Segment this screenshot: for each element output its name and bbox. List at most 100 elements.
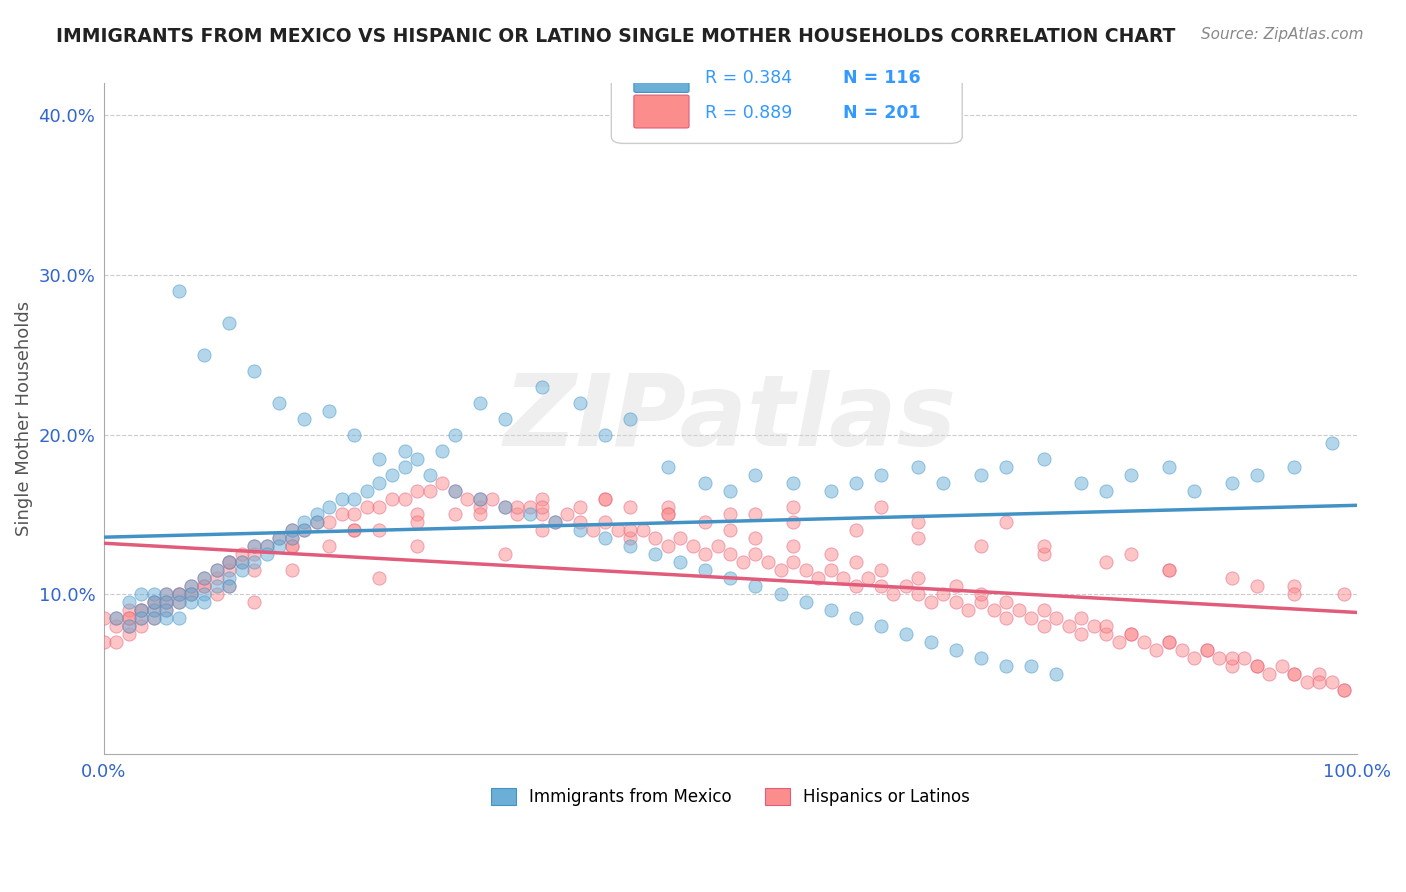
Point — [1220, 651, 1243, 665]
Point — [468, 395, 491, 409]
Point — [1032, 619, 1054, 633]
Point — [581, 524, 603, 538]
Point — [430, 443, 453, 458]
Point — [281, 540, 304, 554]
Point — [318, 500, 340, 514]
Text: Source: ZipAtlas.com: Source: ZipAtlas.com — [1201, 27, 1364, 42]
Point — [945, 579, 967, 593]
Point — [105, 635, 128, 649]
Point — [619, 524, 641, 538]
Point — [782, 556, 804, 570]
Point — [782, 516, 804, 530]
Point — [406, 483, 429, 498]
Point — [118, 619, 141, 633]
Point — [180, 579, 202, 593]
Point — [1083, 619, 1105, 633]
Point — [695, 548, 717, 562]
Text: R = 0.384: R = 0.384 — [706, 69, 793, 87]
Point — [281, 540, 304, 554]
Point — [167, 587, 190, 601]
Point — [932, 475, 955, 490]
Point — [193, 348, 215, 362]
Point — [243, 563, 266, 577]
Point — [731, 556, 754, 570]
Point — [193, 571, 215, 585]
Point — [1308, 675, 1330, 690]
Point — [1195, 643, 1218, 657]
Point — [894, 627, 917, 641]
Point — [269, 540, 291, 554]
Point — [1070, 475, 1092, 490]
Point — [1121, 467, 1143, 482]
Point — [443, 483, 465, 498]
Point — [858, 571, 880, 585]
Point — [970, 540, 993, 554]
Point — [419, 483, 441, 498]
Point — [155, 595, 177, 609]
Point — [281, 532, 304, 546]
Point — [657, 508, 679, 522]
Point — [1095, 619, 1118, 633]
Point — [131, 603, 153, 617]
Point — [557, 508, 579, 522]
Point — [1157, 459, 1180, 474]
Point — [368, 475, 391, 490]
Point — [343, 508, 366, 522]
Point — [1095, 627, 1118, 641]
Point — [1284, 667, 1306, 681]
Point — [494, 500, 516, 514]
Point — [695, 563, 717, 577]
Point — [430, 475, 453, 490]
Point — [142, 595, 165, 609]
Point — [1320, 675, 1343, 690]
Point — [118, 603, 141, 617]
Point — [343, 491, 366, 506]
Point — [744, 548, 766, 562]
Point — [142, 603, 165, 617]
Point — [1121, 627, 1143, 641]
Point — [1045, 611, 1067, 625]
Point — [243, 548, 266, 562]
Point — [869, 467, 891, 482]
Point — [494, 411, 516, 425]
Point — [142, 595, 165, 609]
Point — [845, 611, 868, 625]
Point — [1032, 548, 1054, 562]
Point — [142, 611, 165, 625]
Point — [468, 491, 491, 506]
Point — [593, 491, 616, 506]
Point — [1170, 643, 1192, 657]
Point — [1233, 651, 1256, 665]
Point — [820, 483, 842, 498]
Point — [193, 579, 215, 593]
Point — [318, 403, 340, 417]
Point — [644, 532, 666, 546]
Point — [318, 540, 340, 554]
Point — [1045, 667, 1067, 681]
Point — [669, 556, 692, 570]
Point — [180, 587, 202, 601]
Point — [193, 571, 215, 585]
Point — [569, 516, 592, 530]
Point — [983, 603, 1005, 617]
Point — [118, 619, 141, 633]
Point — [305, 516, 328, 530]
Point — [155, 603, 177, 617]
Point — [292, 524, 315, 538]
Point — [1333, 587, 1355, 601]
Point — [957, 603, 980, 617]
Point — [343, 427, 366, 442]
Point — [343, 524, 366, 538]
Point — [231, 556, 253, 570]
Point — [593, 532, 616, 546]
Point — [907, 587, 929, 601]
Point — [882, 587, 904, 601]
Point — [218, 579, 240, 593]
Point — [619, 532, 641, 546]
Point — [1220, 475, 1243, 490]
Point — [995, 459, 1018, 474]
Point — [368, 500, 391, 514]
Point — [292, 411, 315, 425]
Point — [1195, 643, 1218, 657]
Point — [155, 603, 177, 617]
